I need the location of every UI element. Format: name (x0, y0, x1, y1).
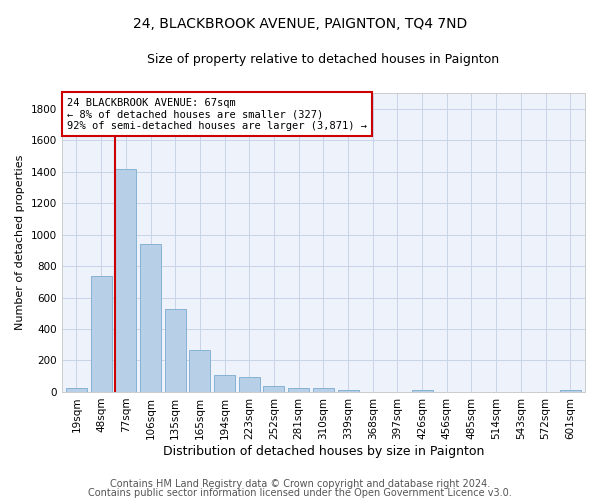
Text: 24, BLACKBROOK AVENUE, PAIGNTON, TQ4 7ND: 24, BLACKBROOK AVENUE, PAIGNTON, TQ4 7ND (133, 18, 467, 32)
Text: Contains HM Land Registry data © Crown copyright and database right 2024.: Contains HM Land Registry data © Crown c… (110, 479, 490, 489)
Y-axis label: Number of detached properties: Number of detached properties (15, 155, 25, 330)
Bar (140, 244, 161, 392)
Bar (239, 377, 260, 392)
Bar (115, 168, 136, 392)
Bar (214, 376, 235, 392)
Title: Size of property relative to detached houses in Paignton: Size of property relative to detached ho… (147, 52, 499, 66)
Bar (412, 390, 433, 392)
Bar (560, 390, 581, 392)
Bar (91, 276, 112, 392)
Text: Contains public sector information licensed under the Open Government Licence v3: Contains public sector information licen… (88, 488, 512, 498)
Bar (190, 350, 211, 392)
X-axis label: Distribution of detached houses by size in Paignton: Distribution of detached houses by size … (163, 444, 484, 458)
Bar (165, 308, 186, 392)
Bar (288, 388, 309, 392)
Bar (263, 386, 284, 392)
Bar (66, 388, 87, 392)
Bar (338, 390, 359, 392)
Bar (313, 388, 334, 392)
Text: 24 BLACKBROOK AVENUE: 67sqm
← 8% of detached houses are smaller (327)
92% of sem: 24 BLACKBROOK AVENUE: 67sqm ← 8% of deta… (67, 98, 367, 130)
